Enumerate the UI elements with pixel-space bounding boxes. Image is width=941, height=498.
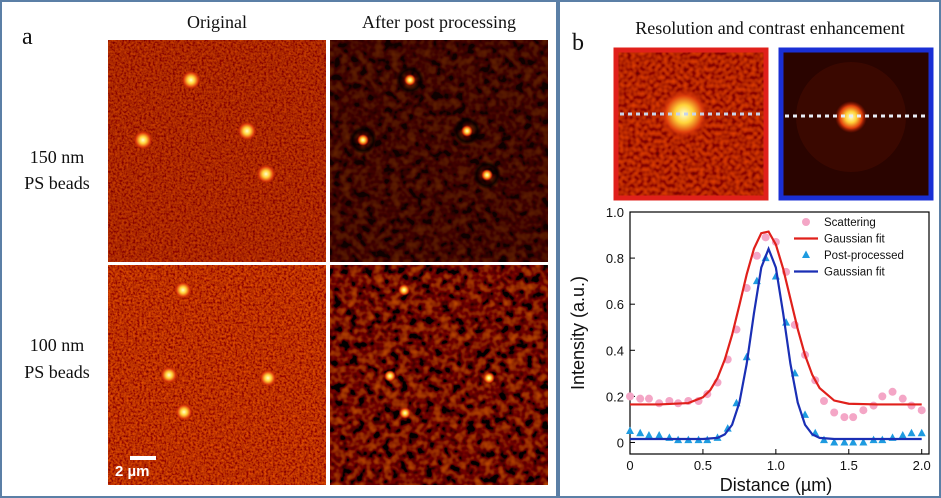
x-tick-label: 2.0 — [913, 458, 931, 473]
panel-title: Resolution and contrast enhancement — [635, 18, 904, 38]
data-point — [626, 392, 634, 401]
data-point — [761, 233, 770, 242]
y-axis-label: Intensity (a.u.) — [568, 276, 588, 390]
image-original-100: 2 µm — [108, 265, 326, 485]
data-point — [723, 424, 732, 432]
data-point — [878, 392, 887, 401]
image-processed-100 — [330, 265, 548, 485]
x-tick-label: 0 — [626, 458, 633, 473]
x-tick-label: 0.5 — [694, 458, 712, 473]
data-point — [819, 396, 828, 405]
legend-label: Gaussian fit — [824, 267, 886, 279]
panel-b-frame — [558, 0, 941, 498]
legend-label: Scattering — [824, 217, 876, 229]
data-point — [917, 406, 926, 415]
column-header: After post processing — [362, 12, 516, 32]
row-label: PS beads — [24, 173, 90, 193]
plot-frame — [629, 211, 930, 455]
y-tick-label: 0.8 — [606, 251, 624, 266]
data-point — [849, 437, 858, 446]
row-label: 100 nm — [30, 335, 85, 355]
row-label: 150 nm — [30, 147, 85, 167]
data-point — [859, 406, 868, 415]
data-point — [636, 394, 645, 403]
data-point — [917, 428, 926, 437]
data-point — [840, 413, 849, 422]
data-point — [898, 431, 907, 439]
panel-label: b — [572, 30, 584, 56]
inset-processed — [778, 47, 934, 201]
panel-a-frame — [0, 0, 558, 498]
data-point — [859, 437, 868, 446]
data-point — [636, 428, 645, 437]
inset-original — [613, 47, 769, 201]
data-point — [907, 401, 916, 410]
data-point — [626, 426, 634, 434]
data-point — [644, 394, 653, 403]
y-tick-label: 0 — [617, 435, 624, 450]
fit-line — [630, 230, 922, 406]
panel-label: a — [22, 24, 33, 50]
y-tick-label: 1.0 — [606, 205, 624, 220]
data-point — [752, 251, 761, 260]
data-point — [888, 387, 897, 396]
x-tick-label: 1.5 — [840, 458, 858, 473]
y-tick-label: 0.4 — [606, 343, 624, 358]
fit-line — [630, 245, 922, 441]
legend-label: Gaussian fit — [824, 234, 886, 246]
data-point — [840, 437, 849, 446]
y-tick-label: 0.6 — [606, 297, 624, 312]
data-point — [907, 428, 916, 437]
legend-label: Post-processed — [824, 250, 904, 262]
data-point — [655, 431, 664, 439]
data-point — [830, 408, 839, 417]
data-point — [819, 435, 828, 444]
column-header: Original — [187, 12, 247, 32]
x-axis-label: Distance (µm) — [720, 475, 832, 495]
x-tick-label: 1.0 — [767, 458, 785, 473]
image-original-150 — [108, 40, 326, 262]
scale-bar-label: 2 µm — [115, 463, 150, 480]
data-point — [849, 413, 858, 422]
data-point — [644, 431, 653, 439]
legend-marker — [802, 250, 810, 258]
data-point — [869, 401, 878, 410]
chart: Intensity (a.u.) Distance (µm) — [568, 276, 832, 495]
data-point — [830, 437, 839, 446]
legend-marker — [802, 218, 810, 226]
row-label: PS beads — [24, 362, 90, 382]
y-tick-label: 0.2 — [606, 389, 624, 404]
image-processed-150 — [330, 40, 548, 262]
data-point — [898, 394, 907, 403]
